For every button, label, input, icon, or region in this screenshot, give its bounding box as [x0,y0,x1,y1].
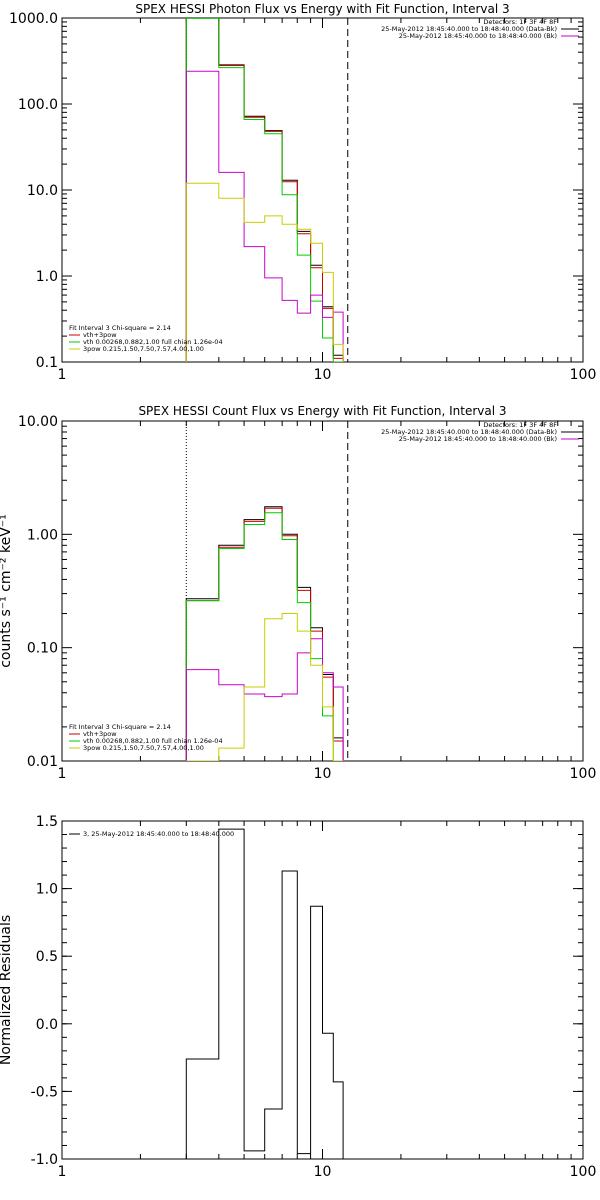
legend-left-entry: vth 0.00268,0.882,1.00 full chian 1.26e-… [83,737,223,745]
y-axis-label: Normalized Residuals [0,915,14,1065]
x-tick-label: 10 [314,766,332,782]
y-tick-label: 10.00 [18,414,58,430]
y-tick-label: 0.01 [27,754,58,770]
x-tick-label: 1 [58,1164,67,1180]
legend-right-entry: 25-May-2012 18:45:40.000 to 18:48:40.000… [381,428,557,436]
series-line-2 [185,18,344,362]
x-tick-label: 10 [314,367,332,383]
y-tick-label: 1.0 [36,269,58,285]
chart-panel-count: SPEX HESSI Count Flux vs Energy with Fit… [0,404,596,782]
y-tick-label: 0.5 [36,949,58,965]
series-group [185,18,344,362]
legend-left-entry: Fit Interval 3 Chi-square = 2.14 [69,723,171,731]
x-tick-label: 10 [314,1164,332,1180]
y-axis-label: counts s⁻¹ cm⁻² keV⁻¹ [0,514,14,668]
y-tick-label: 100.0 [18,97,58,113]
series-group [185,506,344,761]
legend-left-entry: Fit Interval 3 Chi-square = 2.14 [69,324,171,332]
series-line-3 [185,638,344,761]
legend-left-entry: vth+3pow [83,730,117,738]
y-tick-label: 1.0 [36,882,58,898]
series-line-2 [185,512,344,761]
series-line-0 [185,18,344,362]
legend-left-entry: vth+3pow [83,331,117,339]
x-tick-label: 100 [570,766,597,782]
legend-left-entry: vth 0.00268,0.882,1.00 full chian 1.26e-… [83,338,223,346]
y-tick-label: 0.1 [36,355,58,371]
legend-right-entry: Detectors: 1F 3F 4F 8F [483,18,557,26]
series-line-1 [185,507,344,761]
series-line-4 [185,613,344,761]
chart-title: SPEX HESSI Photon Flux vs Energy with Fi… [135,2,509,16]
series-line-3 [185,70,344,362]
y-tick-label: 1.5 [36,814,58,830]
x-tick-label: 1 [58,766,67,782]
legend-right-entry: 25-May-2012 18:45:40.000 to 18:48:40.000… [399,32,557,40]
legend-right-entry: 25-May-2012 18:45:40.000 to 18:48:40.000… [399,435,557,443]
y-tick-label: 1.00 [27,527,58,543]
series-group [185,828,344,1159]
legend-left-entry: 3, 25-May-2012 18:45:40.000 to 18:48:40.… [83,830,234,838]
legend-right-entry: Detectors: 1F 3F 4F 8F [483,421,557,429]
y-tick-label: 0.0 [36,1017,58,1033]
y-tick-label: -0.5 [31,1084,58,1100]
y-tick-label: 1000.0 [9,11,58,27]
chart-panel-photon: SPEX HESSI Photon Flux vs Energy with Fi… [9,2,596,383]
x-tick-label: 100 [570,1164,597,1180]
x-tick-label: 1 [58,367,67,383]
legend-left-entry: 3pow 0.215,1.50,7.50,7.57,4.00,1.00 [83,345,204,353]
x-tick-label: 100 [570,367,597,383]
series-line-0 [185,506,344,761]
chart-panel-resid: Normalized Residuals 1 10 100 -1.0 -0.5 0.0 0.5… [0,814,596,1180]
series-line-0 [185,828,344,1159]
legend-left-entry: 3pow 0.215,1.50,7.50,7.57,4.00,1.00 [83,744,204,752]
series-line-1 [185,18,344,362]
y-tick-label: 0.10 [27,641,58,657]
y-tick-label: -1.0 [31,1152,58,1168]
y-tick-label: 10.0 [27,183,58,199]
series-line-4 [185,182,344,362]
chart-title: SPEX HESSI Count Flux vs Energy with Fit… [138,404,506,418]
legend-right-entry: 25-May-2012 18:45:40.000 to 18:48:40.000… [381,25,557,33]
